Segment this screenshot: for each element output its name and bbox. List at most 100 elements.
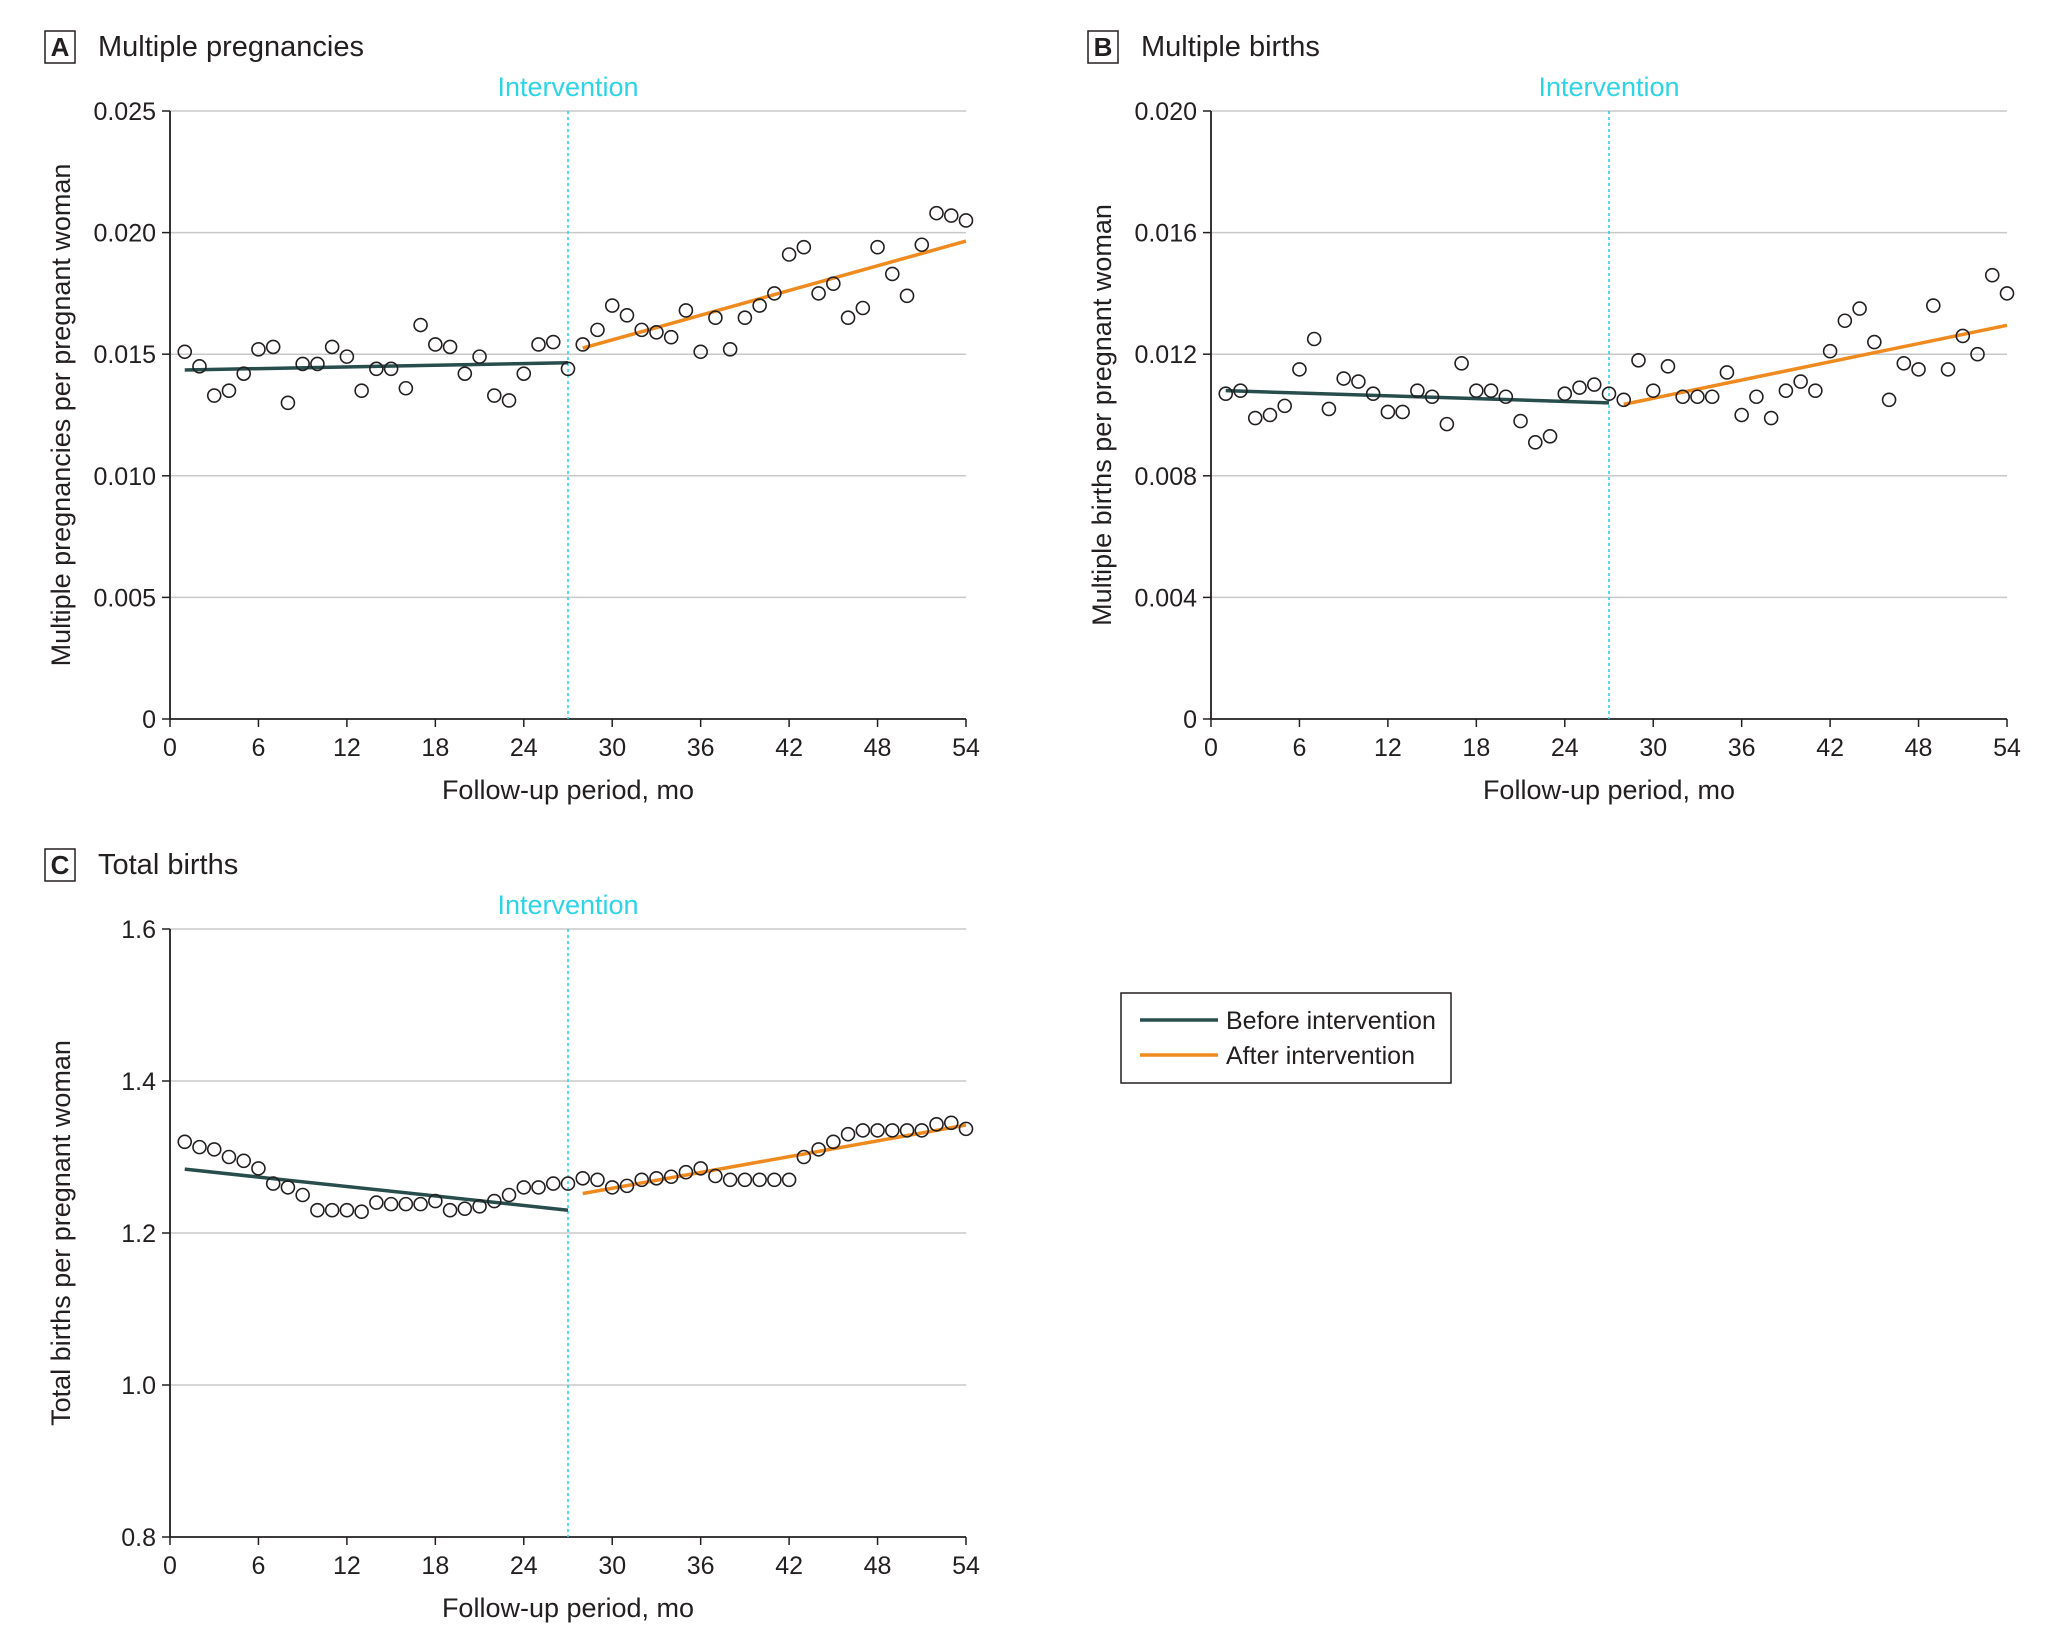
panel-b-data-point: [1852, 301, 1867, 316]
panel-a-data-point: [634, 322, 650, 338]
panel-b-data-point: [1970, 346, 1985, 362]
panel-c-data-point: [398, 1196, 414, 1212]
panel-a-data-point: [884, 266, 900, 282]
panel-b-data-point: [1793, 374, 1808, 389]
panel-c-x-tick-label: 18: [421, 1552, 449, 1580]
panel-a-data-point: [354, 383, 369, 398]
panel-c-data-point: [826, 1134, 841, 1150]
panel-b-y-tick-label: 0: [1183, 706, 1197, 734]
panel-b-letter: B: [1094, 32, 1113, 62]
panel-a-data-point: [545, 334, 561, 350]
panel-a-x-axis-label: Follow-up period, mo: [442, 775, 694, 805]
panel-a-letter-box: [44, 30, 76, 64]
panel-c-data-point: [737, 1172, 753, 1188]
panel-b-data-point: [1925, 298, 1941, 313]
panel-a-x-tick-label: 54: [952, 734, 980, 762]
panel-b-data-point: [1483, 383, 1499, 398]
panel-b-data-point: [1351, 374, 1366, 389]
panel-a-data-point: [413, 317, 428, 333]
panel-c-y-tick-label: 1.4: [121, 1068, 156, 1096]
panel-b-data-point: [1306, 331, 1322, 347]
panel-b-data-point: [1557, 386, 1573, 402]
panel-a-data-point: [752, 298, 767, 313]
panel-a-data-point: [501, 393, 517, 408]
panel-c-y-tick-label: 0.8: [121, 1524, 156, 1552]
panel-a-data-point: [781, 247, 797, 262]
panel-c-x-tick-label: 54: [952, 1552, 980, 1580]
panel-c-data-point: [501, 1187, 517, 1203]
panel-b-data-point: [1763, 410, 1779, 426]
legend-label-after: After intervention: [1226, 1042, 1415, 1070]
panel-c-x-tick-label: 0: [163, 1552, 177, 1580]
chart-panel-a: 0 0.005 0.010 0.015 0.020 0.025 0 6 12 18 24 30 36 42…: [46, 72, 980, 805]
panel-c-y-tick-label: 1.6: [121, 916, 156, 944]
panel-a-data-point: [767, 286, 782, 301]
panel-b-data-point: [1955, 328, 1971, 344]
panel-c-data-point: [693, 1161, 708, 1176]
panel-b-data-point: [1586, 377, 1602, 392]
panel-b-data-point: [1675, 389, 1691, 405]
panel-a-data-point: [649, 325, 664, 340]
panel-b-x-tick-label: 42: [1816, 734, 1844, 762]
panel-a-data-point: [457, 366, 473, 381]
panel-c-data-point: [884, 1123, 900, 1138]
panel-c-data-point: [383, 1196, 399, 1212]
panel-c-data-point: [486, 1193, 502, 1209]
panel-a-x-tick-label: 36: [687, 734, 715, 762]
panel-b-data-point: [1911, 362, 1926, 377]
panel-c-data-point: [295, 1187, 310, 1203]
panel-b-y-tick-label: 0.008: [1134, 463, 1197, 491]
panel-a-data-point: [339, 349, 355, 364]
panel-a-x-tick-label: 0: [163, 734, 177, 762]
panel-b-data-point: [1498, 389, 1514, 405]
panel-c-data-point: [870, 1123, 885, 1138]
panel-a-data-point: [722, 342, 738, 357]
panel-c-letter-box: [44, 848, 76, 882]
panel-b-data-point: [1410, 383, 1425, 398]
panel-b-y-tick-label: 0.012: [1134, 341, 1197, 369]
panel-b-title: Multiple births: [1141, 31, 1320, 63]
panel-a-data-point: [840, 310, 856, 326]
panel-c-intervention-label: Intervention: [497, 890, 638, 920]
panel-b-data-point: [1616, 392, 1632, 408]
panel-a-y-axis-label: Multiple pregnancies per pregnant woman: [46, 164, 76, 667]
panel-c-x-tick-label: 36: [687, 1552, 715, 1580]
panel-b-header: B Multiple births: [1087, 30, 1320, 64]
panel-c-data-point: [796, 1149, 812, 1165]
panel-b-x-tick-label: 36: [1728, 734, 1756, 762]
panel-b-data-point: [1469, 383, 1484, 398]
panel-c-data-point: [722, 1172, 738, 1188]
panel-b-data-point: [1527, 435, 1543, 450]
panel-a-data-point: [590, 322, 605, 338]
panel-a-data-point: [369, 361, 384, 377]
panel-a-data-point: [604, 298, 620, 313]
panel-b-data-point: [1218, 386, 1234, 402]
panel-c-header: C Total births: [44, 848, 238, 882]
panel-a-data-point: [295, 356, 310, 372]
panel-b-data-point: [1660, 359, 1676, 374]
panel-a-x-tick-label: 18: [421, 734, 449, 762]
panel-b-data-point: [1572, 380, 1587, 395]
panel-c-y-tick-label: 1.0: [121, 1372, 156, 1400]
panel-a-header: A Multiple pregnancies: [44, 30, 364, 64]
panel-c-data-point: [177, 1134, 193, 1150]
panel-b-y-tick-label: 0.020: [1134, 98, 1197, 126]
panel-b-x-tick-label: 18: [1462, 734, 1490, 762]
panel-b-data-point: [1262, 407, 1278, 423]
panel-a-x-tick-label: 24: [510, 734, 538, 762]
panel-b-data-point: [1601, 386, 1617, 402]
panel-c-data-point: [413, 1196, 428, 1212]
panel-a-data-point: [737, 310, 753, 326]
panel-b-data-point: [1690, 389, 1705, 405]
panel-b-data-point: [1837, 313, 1853, 329]
panel-b-data-point: [1867, 334, 1882, 350]
panel-a-trend-after: [582, 239, 967, 350]
panel-b-data-point: [1321, 401, 1337, 417]
panel-c-data-point: [280, 1180, 296, 1195]
panel-a-data-point: [619, 307, 635, 323]
panel-a-y-tick-label: 0.020: [93, 220, 156, 248]
legend: Before intervention After intervention: [1120, 992, 1452, 1084]
panel-a-data-point: [177, 344, 193, 360]
panel-a-x-tick-label: 48: [864, 734, 892, 762]
